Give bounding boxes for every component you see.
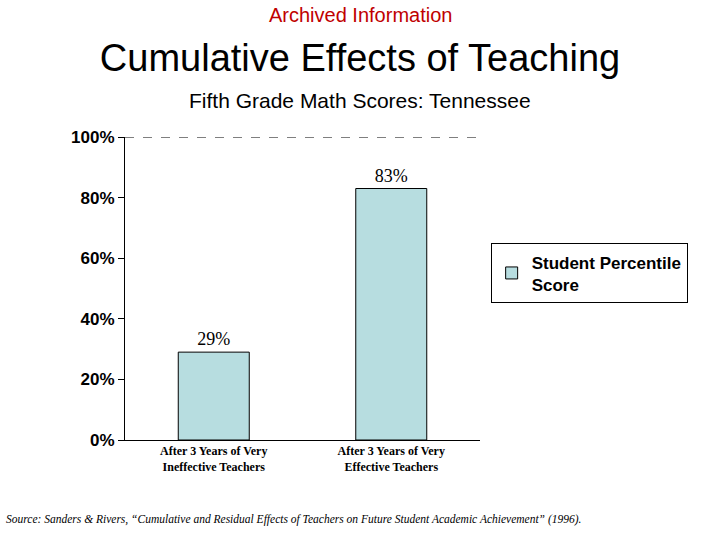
- svg-text:After 3 Years of VeryEffective: After 3 Years of VeryEffective Teachers: [338, 444, 445, 474]
- svg-text:Cumulative Effects of Teaching: Cumulative Effects of Teaching: [100, 37, 620, 79]
- svg-text:80%: 80%: [81, 189, 115, 208]
- svg-text:0%: 0%: [90, 431, 115, 450]
- svg-text:Student PercentileScore: Student PercentileScore: [532, 254, 681, 295]
- svg-text:Source: Sanders & Rivers, “Cum: Source: Sanders & Rivers, “Cumulative an…: [6, 513, 581, 526]
- svg-text:20%: 20%: [81, 370, 115, 389]
- svg-text:40%: 40%: [81, 310, 115, 329]
- svg-text:100%: 100%: [71, 128, 114, 147]
- svg-text:29%: 29%: [197, 329, 230, 349]
- svg-text:Archived Information: Archived Information: [269, 4, 452, 26]
- svg-text:83%: 83%: [375, 166, 408, 186]
- svg-text:After 3 Years of VeryIneffecti: After 3 Years of VeryIneffective Teacher…: [160, 444, 267, 474]
- svg-text:Fifth Grade Math Scores: Tenne: Fifth Grade Math Scores: Tennessee: [189, 89, 531, 112]
- svg-text:60%: 60%: [81, 249, 115, 268]
